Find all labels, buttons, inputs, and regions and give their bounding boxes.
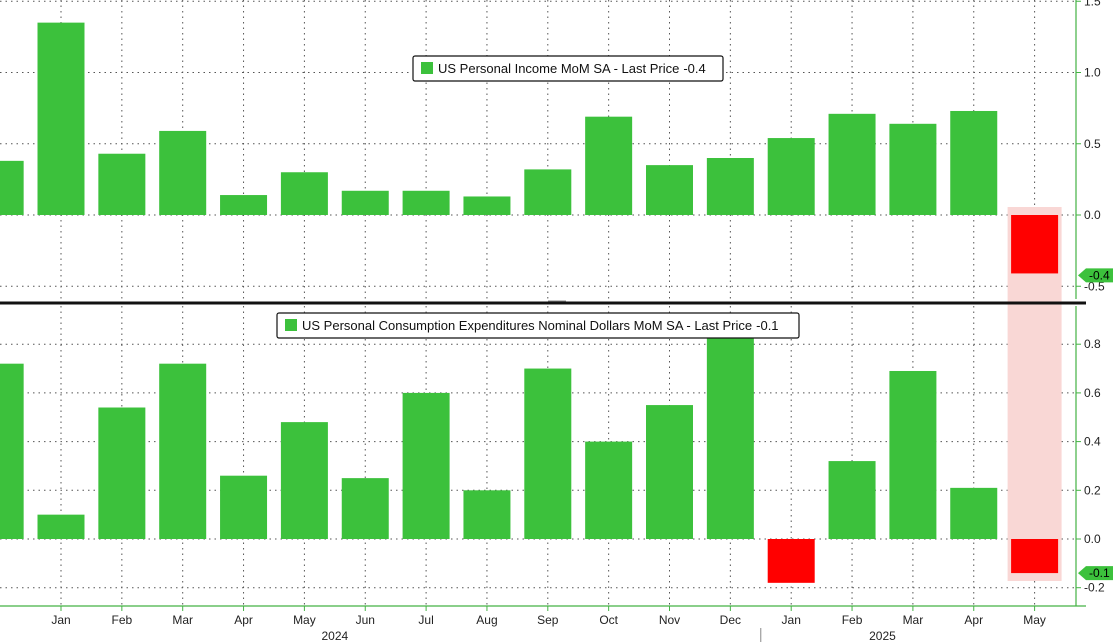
y-tick-label: 0.5 [1084, 137, 1101, 151]
x-month-label: Sep [537, 613, 559, 627]
income-bar[interactable] [463, 196, 511, 215]
income-bar[interactable] [341, 190, 389, 215]
pce-bar[interactable] [889, 370, 937, 539]
x-year-label: 2025 [869, 629, 896, 642]
x-month-label: Oct [599, 613, 618, 627]
income-legend-name: US Personal Income MoM SA - Last Price [438, 61, 679, 76]
pce-legend[interactable]: US Personal Consumption Expenditures Nom… [276, 312, 800, 339]
pce-bar[interactable] [950, 487, 998, 539]
income-bar[interactable] [1011, 215, 1059, 274]
y-tick-label: 0.0 [1084, 208, 1101, 222]
pce-legend-name: US Personal Consumption Expenditures Nom… [302, 318, 752, 333]
income-legend-label: US Personal Income MoM SA - Last Price -0… [438, 61, 706, 76]
x-month-label: Jan [782, 613, 801, 627]
x-month-label: Feb [112, 613, 133, 627]
income-bar[interactable] [0, 160, 24, 215]
last-price-badge [1078, 566, 1113, 581]
y-tick-label: 1.0 [1084, 66, 1101, 80]
pce-bar[interactable] [220, 475, 268, 539]
pce-last-price-marker: -0.1 [1078, 566, 1113, 581]
income-legend[interactable]: US Personal Income MoM SA - Last Price -0… [412, 55, 724, 82]
pce-bar[interactable] [828, 461, 876, 539]
x-month-label: Mar [903, 613, 924, 627]
income-bar[interactable] [524, 169, 572, 215]
pce-bar[interactable] [159, 363, 207, 539]
income-legend-value: -0.4 [683, 61, 705, 76]
y-tick-label: 0.8 [1084, 337, 1101, 351]
pce-bars [0, 336, 1059, 583]
x-month-label: May [293, 613, 316, 627]
y-tick-label: 0.4 [1084, 435, 1101, 449]
y-tick-label: -0.5 [1084, 279, 1105, 293]
x-month-label: Mar [172, 613, 193, 627]
pce-legend-box [276, 312, 800, 339]
x-month-label: Jan [51, 613, 70, 627]
pce-legend-value: -0.1 [756, 318, 778, 333]
x-month-label: Feb [842, 613, 863, 627]
pce-bar[interactable] [98, 407, 146, 539]
x-month-label: Aug [476, 613, 497, 627]
income-bar[interactable] [889, 123, 937, 215]
pce-bar[interactable] [646, 405, 693, 539]
income-bar[interactable] [159, 130, 207, 215]
income-bar[interactable] [402, 190, 450, 215]
x-month-label: May [1023, 613, 1046, 627]
pce-bar[interactable] [0, 363, 24, 539]
x-axis: Jan Feb Mar Apr May Jun Jul Aug Sep Oct Nov Dec Jan F… [0, 605, 1086, 642]
income-bar[interactable] [950, 110, 998, 215]
income-bar[interactable] [646, 165, 693, 215]
x-month-label: Dec [720, 613, 741, 627]
y-tick-label: 0.0 [1084, 532, 1101, 546]
income-legend-box [412, 55, 724, 82]
pce-bar[interactable] [37, 514, 85, 539]
x-month-label: Jul [418, 613, 433, 627]
income-bar[interactable] [706, 158, 754, 215]
pce-legend-swatch [285, 319, 297, 331]
income-bar[interactable] [828, 113, 876, 215]
income-bar[interactable] [37, 22, 85, 215]
pce-bar[interactable] [767, 539, 815, 583]
last-price-label: -0.4 [1089, 268, 1110, 282]
income-bar[interactable] [98, 153, 146, 215]
pce-bar[interactable] [280, 422, 328, 539]
x-month-label: Apr [234, 613, 253, 627]
y-tick-label: 0.2 [1084, 483, 1101, 497]
income-bar[interactable] [220, 195, 268, 215]
pce-bar[interactable] [524, 368, 572, 539]
income-bar[interactable] [767, 138, 815, 215]
y-tick-label: 1.5 [1084, 0, 1101, 8]
y-tick-label: -0.2 [1084, 581, 1105, 595]
income-last-price-marker: -0.4 [1078, 268, 1113, 283]
pce-legend-label: US Personal Consumption Expenditures Nom… [302, 318, 779, 333]
x-month-label: Jun [356, 613, 375, 627]
last-price-label: -0.1 [1089, 566, 1110, 580]
x-year-label: 2024 [321, 629, 348, 642]
income-bar[interactable] [280, 172, 328, 215]
y-tick-label: 0.6 [1084, 386, 1101, 400]
x-month-label: Nov [659, 613, 680, 627]
x-month-label: Apr [964, 613, 983, 627]
income-bar[interactable] [585, 116, 633, 215]
pce-bar[interactable] [341, 478, 389, 539]
last-price-badge [1078, 268, 1113, 283]
pce-bar[interactable] [706, 336, 754, 539]
income-legend-swatch [421, 62, 433, 74]
income-bars [0, 22, 1059, 274]
pce-bar[interactable] [402, 392, 450, 539]
pce-bar[interactable] [463, 490, 511, 539]
pce-bar[interactable] [585, 441, 633, 539]
pce-bar[interactable] [1011, 539, 1059, 574]
y-axes: 1.5 1.0 0.5 0.0 -0.5-0.4 0.8 0.6 0.4 0.2 0.0 -0.2-… [1075, 0, 1113, 606]
